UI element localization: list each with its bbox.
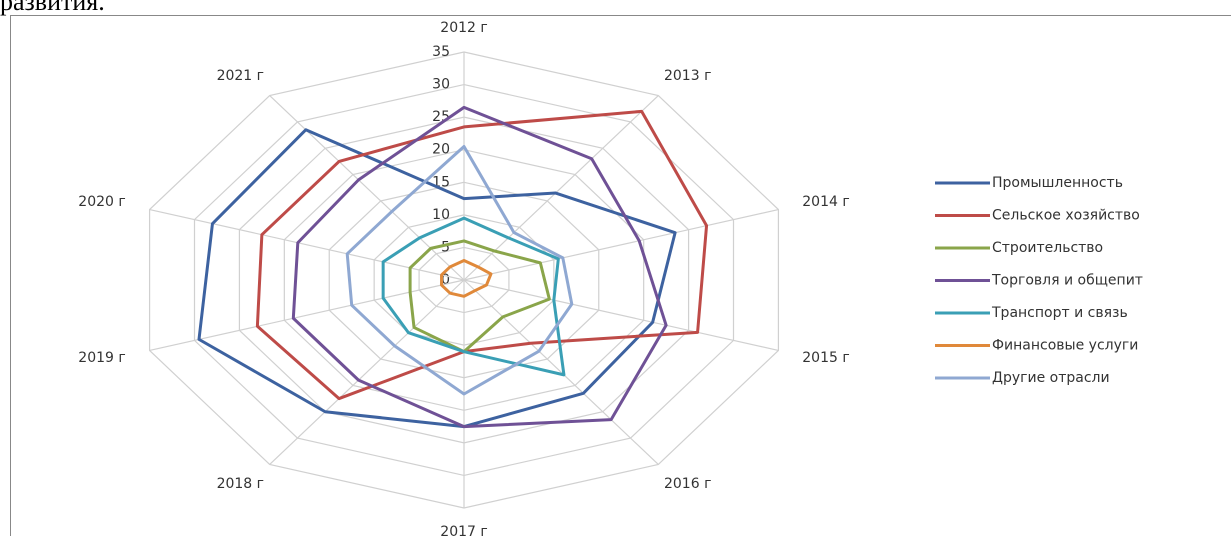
y-tick-label: 35 bbox=[432, 44, 450, 60]
spoke bbox=[269, 279, 465, 465]
spoke bbox=[463, 279, 779, 352]
category-label: 2014 г bbox=[802, 194, 849, 210]
spoke bbox=[463, 208, 779, 281]
category-label: 2018 г bbox=[217, 476, 264, 492]
legend-label: Промышленность bbox=[992, 175, 1123, 191]
legend-label: Транспорт и связь bbox=[991, 305, 1128, 321]
y-tick-label: 20 bbox=[432, 142, 450, 158]
legend-label: Строительство bbox=[992, 240, 1103, 256]
category-label: 2019 г bbox=[78, 350, 125, 366]
legend-label: Торговля и общепит bbox=[991, 273, 1143, 289]
series-line bbox=[381, 216, 566, 377]
y-tick-label: 5 bbox=[441, 239, 450, 255]
y-tick-label: 0 bbox=[441, 272, 450, 288]
series-line bbox=[345, 144, 574, 396]
legend-label: Другие отрасли bbox=[992, 370, 1110, 386]
category-label: 2013 г bbox=[664, 68, 711, 84]
chart-frame bbox=[10, 15, 1231, 536]
header-text: развития. bbox=[0, 0, 105, 16]
category-label: 2012 г bbox=[440, 20, 487, 36]
y-tick-label: 10 bbox=[432, 207, 450, 223]
spoke bbox=[463, 95, 659, 281]
spoke bbox=[149, 208, 465, 281]
y-tick-label: 30 bbox=[432, 77, 450, 93]
legend-label: Сельское хозяйство bbox=[992, 208, 1140, 224]
series-line bbox=[440, 258, 493, 298]
legend-label: Финансовые услуги bbox=[992, 338, 1138, 354]
spoke bbox=[149, 279, 465, 352]
spoke bbox=[463, 279, 659, 465]
category-label: 2015 г bbox=[802, 350, 849, 366]
category-label: 2021 г bbox=[217, 68, 264, 84]
category-label: 2017 г bbox=[440, 524, 487, 536]
series-line bbox=[408, 239, 551, 354]
category-label: 2020 г bbox=[78, 194, 125, 210]
series-line bbox=[291, 105, 668, 429]
category-label: 2016 г bbox=[664, 476, 711, 492]
